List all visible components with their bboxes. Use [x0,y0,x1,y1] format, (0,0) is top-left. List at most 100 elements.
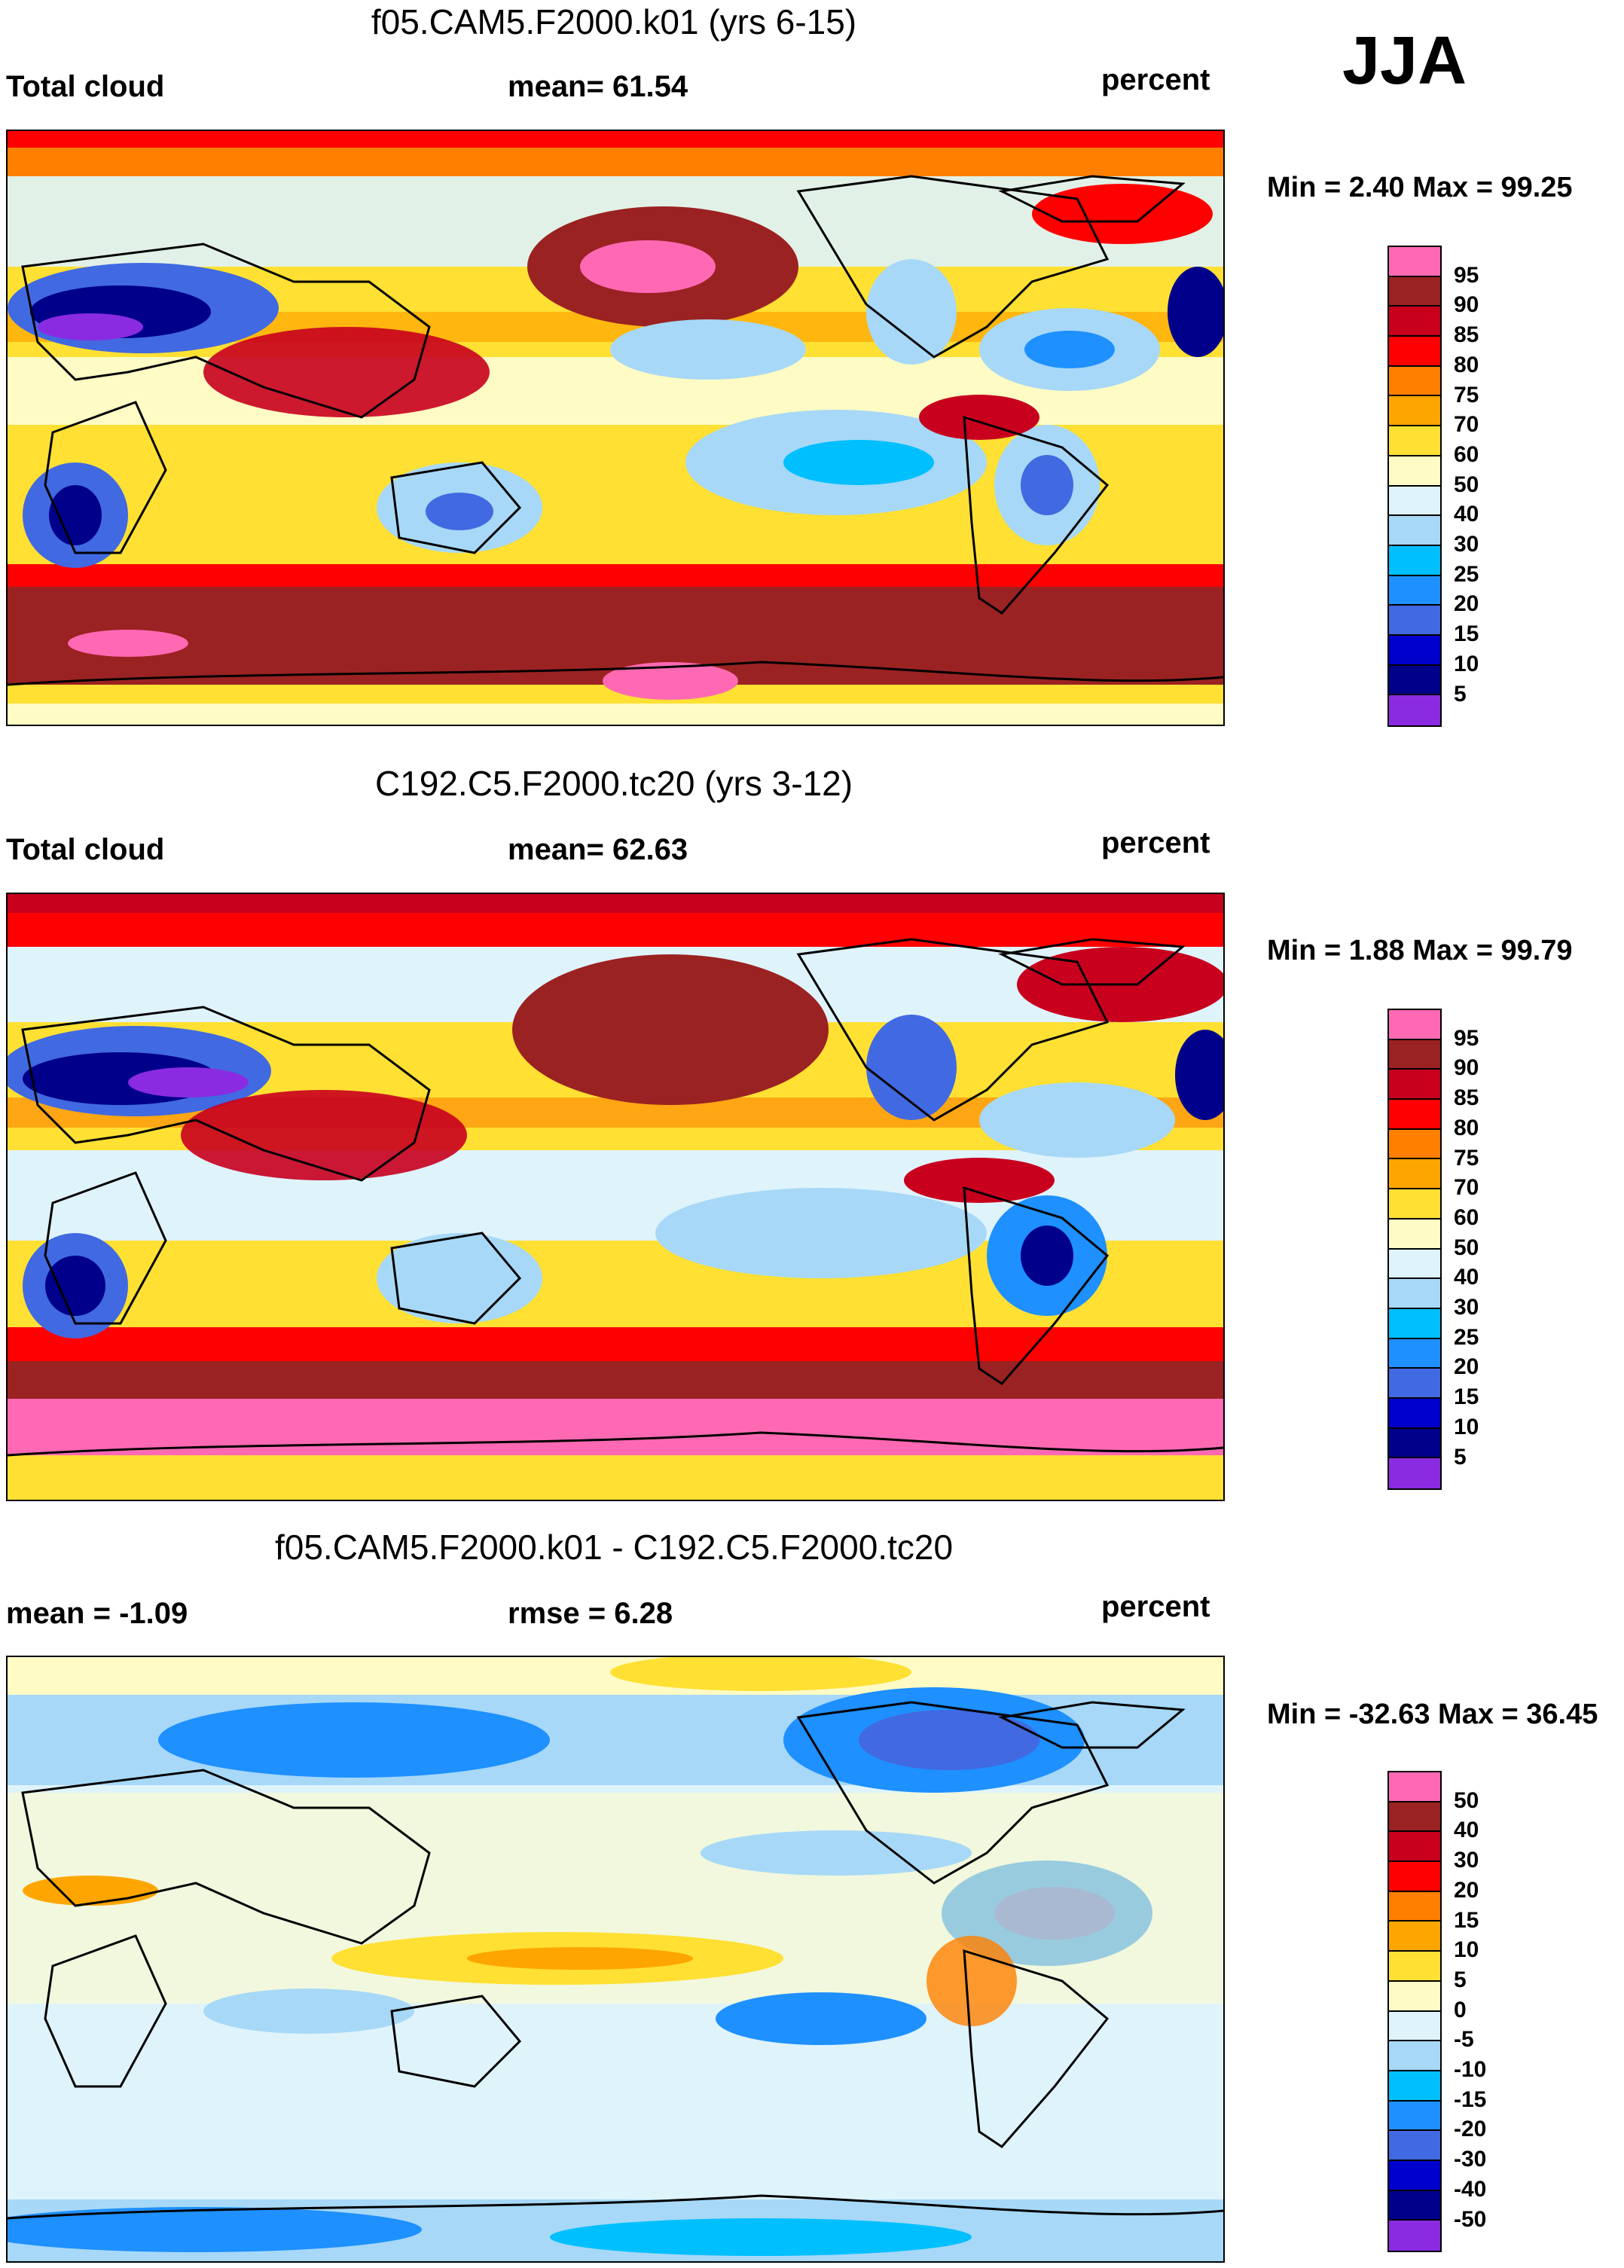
colorbar-swatch [1389,1039,1440,1070]
colorbar-swatch [1389,2221,1440,2251]
colorbar-tick-label: 0 [1454,1997,1467,2022]
panel-1-colorbar [1387,246,1442,727]
colorbar-swatch [1389,1129,1440,1160]
colorbar-tick-label: -20 [1454,2117,1487,2142]
colorbar-tick-label: -30 [1454,2147,1487,2172]
colorbar-tick-label: 30 [1454,1848,1479,1873]
colorbar-tick-label: 90 [1454,1055,1479,1081]
colorbar-swatch [1389,307,1440,337]
panel-3-units-label: percent [1101,1590,1210,1623]
panel-1-title: f05.CAM5.F2000.k01 (yrs 6-15) [371,2,857,41]
colorbar-tick-label: -40 [1454,2176,1487,2202]
panel-3-rmse-label: rmse = 6.28 [508,1597,673,1630]
panel-3-colorbar [1387,1771,1442,2252]
colorbar-swatch [1389,276,1440,307]
colorbar-swatch [1389,516,1440,546]
colorbar-swatch [1389,2011,1440,2042]
colorbar-tick-label: 80 [1454,1115,1479,1140]
colorbar-swatch [1389,2071,1440,2102]
colorbar-swatch [1389,2131,1440,2161]
colorbar-tick-label: 75 [1454,382,1479,408]
colorbar-swatch [1389,1070,1440,1100]
colorbar-swatch [1389,1369,1440,1399]
panel-2-colorbar [1387,1009,1442,1490]
colorbar-tick-label: 10 [1454,651,1479,676]
colorbar-swatch [1389,1189,1440,1219]
colorbar-swatch [1389,1802,1440,1833]
colorbar-swatch [1389,337,1440,367]
colorbar-tick-label: 50 [1454,1235,1479,1260]
colorbar-swatch [1389,2041,1440,2071]
colorbar-tick-label: 60 [1454,1204,1479,1230]
colorbar-swatch [1389,396,1440,427]
panel-2-variable-label: Total cloud [6,833,165,866]
colorbar-swatch [1389,606,1440,636]
panel-1-variable-label: Total cloud [6,70,165,103]
colorbar-tick-label: 75 [1454,1145,1479,1171]
colorbar-swatch [1389,2190,1440,2221]
colorbar-tick-label: 40 [1454,502,1479,527]
colorbar-tick-label: 95 [1454,1025,1479,1051]
colorbar-tick-label: 70 [1454,1175,1479,1201]
colorbar-swatch [1389,1428,1440,1459]
colorbar-swatch [1389,1922,1440,1952]
colorbar-tick-label: 5 [1454,1967,1467,1992]
season-label: JJA [1342,23,1467,99]
colorbar-swatch [1389,486,1440,517]
panel-3-title: f05.CAM5.F2000.k01 - C192.C5.F2000.tc20 [274,1528,954,1567]
panel-3-map [6,1656,1225,2263]
colorbar-swatch [1389,1862,1440,1892]
panel-2-map-field [8,894,1223,1500]
colorbar-swatch [1389,665,1440,696]
colorbar-tick-label: 15 [1454,1384,1479,1410]
colorbar-tick-label: 30 [1454,1295,1479,1320]
colorbar-tick-label: 20 [1454,591,1479,617]
colorbar-swatch [1389,1100,1440,1130]
colorbar-tick-label: 60 [1454,441,1479,467]
colorbar-tick-label: 25 [1454,561,1479,587]
colorbar-swatch [1389,2160,1440,2191]
panel-2-title: C192.C5.F2000.tc20 (yrs 3-12) [374,764,853,803]
colorbar-tick-label: 50 [1454,472,1479,497]
colorbar-swatch [1389,1952,1440,1982]
colorbar-swatch [1389,1339,1440,1369]
colorbar-tick-label: 50 [1454,1787,1479,1813]
colorbar-swatch [1389,1398,1440,1429]
panel-2-mean-label: mean= 62.63 [508,833,688,866]
colorbar-swatch [1389,635,1440,666]
colorbar-tick-label: 5 [1454,1444,1467,1470]
colorbar-tick-label: -5 [1454,2027,1474,2053]
colorbar-tick-label: 10 [1454,1414,1479,1439]
panel-1-units-label: percent [1101,63,1210,96]
colorbar-tick-label: 20 [1454,1354,1479,1380]
colorbar-swatch [1389,575,1440,606]
panel-3-map-field [8,1657,1223,2261]
colorbar-swatch [1389,1772,1440,1802]
colorbar-tick-label: 25 [1454,1324,1479,1350]
colorbar-tick-label: 40 [1454,1265,1479,1290]
colorbar-swatch [1389,247,1440,277]
panel-2-map [6,893,1225,1501]
panel-2-units-label: percent [1101,826,1210,859]
colorbar-tick-label: 85 [1454,1085,1479,1111]
colorbar-tick-label: -10 [1454,2057,1487,2082]
panel-1-minmax: Min = 2.40 Max = 99.25 [1267,172,1573,203]
colorbar-swatch [1389,1279,1440,1309]
colorbar-swatch [1389,1458,1440,1488]
panel-1-map [6,130,1225,726]
panel-1-map-field [8,131,1223,725]
colorbar-swatch [1389,1159,1440,1190]
colorbar-tick-label: 95 [1454,262,1479,288]
colorbar-swatch [1389,545,1440,576]
colorbar-tick-label: 20 [1454,1877,1479,1903]
colorbar-swatch [1389,366,1440,397]
colorbar-tick-label: 70 [1454,412,1479,438]
colorbar-tick-label: 10 [1454,1937,1479,1963]
colorbar-swatch [1389,1981,1440,2012]
colorbar-tick-label: 80 [1454,352,1479,377]
colorbar-tick-label: 5 [1454,681,1467,707]
colorbar-swatch [1389,2101,1440,2132]
panel-3-mean-label: mean = -1.09 [6,1597,188,1630]
colorbar-swatch [1389,1010,1440,1040]
colorbar-swatch [1389,1308,1440,1339]
